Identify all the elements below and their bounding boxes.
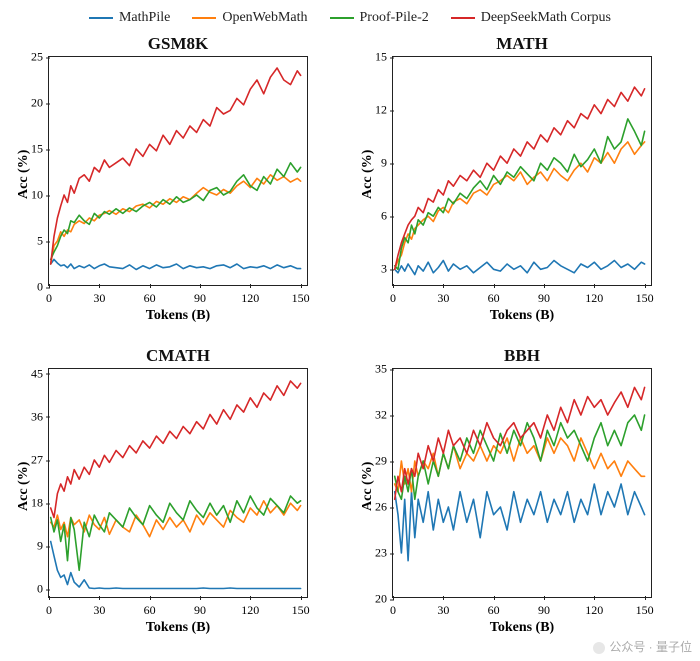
series-line bbox=[51, 381, 301, 518]
plot-area: 36912150306090120150 bbox=[392, 56, 652, 286]
series-line bbox=[51, 68, 301, 264]
ytick-label: 36 bbox=[31, 409, 49, 424]
xtick-label: 30 bbox=[437, 597, 449, 618]
ytick-label: 9 bbox=[37, 539, 49, 554]
ytick-label: 18 bbox=[31, 496, 49, 511]
legend-item-proofpile2: Proof-Pile-2 bbox=[330, 10, 429, 26]
legend: MathPile OpenWebMath Proof-Pile-2 DeepSe… bbox=[0, 4, 700, 32]
plot-area: 09182736450306090120150 bbox=[48, 368, 308, 598]
legend-swatch bbox=[451, 17, 475, 19]
xtick-label: 60 bbox=[488, 597, 500, 618]
legend-label: OpenWebMath bbox=[222, 10, 307, 26]
ytick-label: 6 bbox=[381, 209, 393, 224]
plot-area: 05101520250306090120150 bbox=[48, 56, 308, 286]
plot-area: 2023262932350306090120150 bbox=[392, 368, 652, 598]
panel-title: MATH bbox=[392, 34, 652, 54]
y-axis-label: Acc (%) bbox=[360, 150, 376, 199]
ytick-label: 5 bbox=[37, 234, 49, 249]
xtick-label: 120 bbox=[241, 597, 259, 618]
series-line bbox=[51, 163, 301, 260]
xtick-label: 120 bbox=[585, 285, 603, 306]
xtick-label: 150 bbox=[636, 285, 654, 306]
series-line bbox=[395, 87, 645, 269]
panel-title: GSM8K bbox=[48, 34, 308, 54]
xtick-label: 90 bbox=[194, 285, 206, 306]
series-svg bbox=[49, 57, 309, 287]
series-svg bbox=[393, 369, 653, 599]
legend-swatch bbox=[89, 17, 113, 19]
ytick-label: 29 bbox=[375, 454, 393, 469]
xtick-label: 60 bbox=[488, 285, 500, 306]
ytick-label: 27 bbox=[31, 453, 49, 468]
xtick-label: 150 bbox=[636, 597, 654, 618]
legend-label: Proof-Pile-2 bbox=[360, 10, 429, 26]
ytick-label: 32 bbox=[375, 408, 393, 423]
ytick-label: 3 bbox=[381, 262, 393, 277]
legend-label: MathPile bbox=[119, 10, 170, 26]
legend-swatch bbox=[192, 17, 216, 19]
ytick-label: 20 bbox=[31, 96, 49, 111]
ytick-label: 35 bbox=[375, 362, 393, 377]
panel-title: BBH bbox=[392, 346, 652, 366]
x-axis-label: Tokens (B) bbox=[392, 620, 652, 636]
series-line bbox=[395, 142, 645, 269]
y-axis-label: Acc (%) bbox=[16, 462, 32, 511]
x-axis-label: Tokens (B) bbox=[392, 308, 652, 324]
ytick-label: 0 bbox=[37, 582, 49, 597]
xtick-label: 90 bbox=[538, 597, 550, 618]
legend-item-deepseekmath: DeepSeekMath Corpus bbox=[451, 10, 611, 26]
watermark-icon bbox=[593, 642, 605, 654]
series-svg bbox=[49, 369, 309, 599]
chart-panel: GSM8K05101520250306090120150Acc (%)Token… bbox=[48, 56, 308, 286]
ytick-label: 15 bbox=[31, 142, 49, 157]
legend-swatch bbox=[330, 17, 354, 19]
xtick-label: 150 bbox=[292, 597, 310, 618]
ytick-label: 12 bbox=[375, 103, 393, 118]
series-line bbox=[51, 259, 301, 269]
panel-title: CMATH bbox=[48, 346, 308, 366]
ytick-label: 45 bbox=[31, 366, 49, 381]
chart-panel: BBH2023262932350306090120150Acc (%)Token… bbox=[392, 368, 652, 598]
legend-item-mathpile: MathPile bbox=[89, 10, 170, 26]
y-axis-label: Acc (%) bbox=[360, 462, 376, 511]
series-line bbox=[51, 542, 301, 589]
ytick-label: 9 bbox=[381, 156, 393, 171]
xtick-label: 30 bbox=[437, 285, 449, 306]
x-axis-label: Tokens (B) bbox=[48, 308, 308, 324]
legend-label: DeepSeekMath Corpus bbox=[481, 10, 611, 26]
legend-item-openwebmath: OpenWebMath bbox=[192, 10, 307, 26]
chart-panel: MATH36912150306090120150Acc (%)Tokens (B… bbox=[392, 56, 652, 286]
x-axis-label: Tokens (B) bbox=[48, 620, 308, 636]
xtick-label: 60 bbox=[144, 285, 156, 306]
xtick-label: 30 bbox=[93, 285, 105, 306]
ytick-label: 26 bbox=[375, 500, 393, 515]
series-line bbox=[395, 119, 645, 269]
series-line bbox=[395, 261, 645, 275]
ytick-label: 25 bbox=[31, 50, 49, 65]
xtick-label: 0 bbox=[390, 597, 396, 618]
ytick-label: 15 bbox=[375, 50, 393, 65]
xtick-label: 60 bbox=[144, 597, 156, 618]
ytick-label: 23 bbox=[375, 546, 393, 561]
ytick-label: 10 bbox=[31, 188, 49, 203]
xtick-label: 90 bbox=[538, 285, 550, 306]
figure: MathPile OpenWebMath Proof-Pile-2 DeepSe… bbox=[0, 0, 700, 661]
series-svg bbox=[393, 57, 653, 287]
y-axis-label: Acc (%) bbox=[16, 150, 32, 199]
xtick-label: 0 bbox=[390, 285, 396, 306]
xtick-label: 120 bbox=[241, 285, 259, 306]
watermark: 公众号 · 量子位 bbox=[593, 638, 692, 655]
xtick-label: 30 bbox=[93, 597, 105, 618]
xtick-label: 150 bbox=[292, 285, 310, 306]
xtick-label: 0 bbox=[46, 285, 52, 306]
series-line bbox=[51, 175, 301, 264]
series-line bbox=[51, 496, 301, 570]
xtick-label: 90 bbox=[194, 597, 206, 618]
chart-panel: CMATH09182736450306090120150Acc (%)Token… bbox=[48, 368, 308, 598]
watermark-text: 公众号 · 量子位 bbox=[609, 640, 692, 654]
xtick-label: 120 bbox=[585, 597, 603, 618]
series-line bbox=[395, 484, 645, 561]
xtick-label: 0 bbox=[46, 597, 52, 618]
